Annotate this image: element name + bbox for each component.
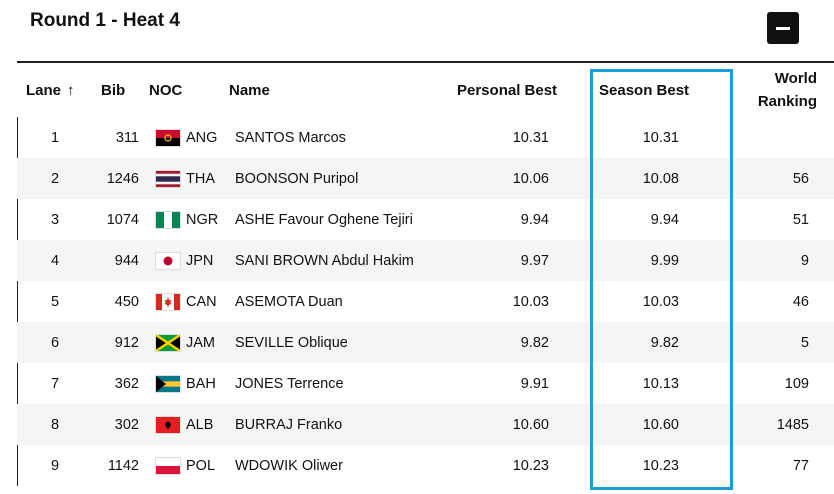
cell-lane: 6 — [50, 334, 60, 351]
albania-flag-icon — [156, 416, 180, 433]
cell-name[interactable]: ASEMOTA Duan — [235, 293, 343, 310]
table-row[interactable]: 2 1246 THA BOONSON Puripol 10.06 10.08 5… — [17, 158, 834, 199]
cell-noc: NGR — [156, 199, 218, 240]
cell-personal-best: 10.03 — [512, 293, 549, 310]
cell-season-best: 10.60 — [642, 416, 679, 433]
bahamas-flag-icon — [156, 375, 180, 392]
cell-name[interactable]: SEVILLE Oblique — [235, 334, 348, 351]
cell-bib: 944 — [114, 252, 139, 269]
cell-bib: 1142 — [107, 457, 139, 474]
cell-noc: THA — [156, 158, 215, 199]
cell-bib: 311 — [115, 129, 139, 146]
cell-season-best: 10.03 — [642, 293, 679, 310]
cell-noc: JPN — [156, 240, 213, 281]
cell-lane: 1 — [50, 129, 60, 146]
cell-season-best: 10.31 — [642, 129, 679, 146]
cell-season-best: 9.82 — [650, 334, 679, 351]
table-row[interactable]: 4 944 JPN SANI BROWN Abdul Hakim 9.97 9.… — [17, 240, 834, 281]
cell-lane: 7 — [50, 375, 60, 392]
table-row[interactable]: 3 1074 NGR ASHE Favour Oghene Tejiri 9.9… — [17, 199, 834, 240]
cell-season-best: 9.94 — [650, 211, 679, 228]
cell-noc: ANG — [156, 117, 217, 158]
column-header-world-ranking[interactable]: World Ranking — [757, 70, 817, 110]
cell-season-best: 10.23 — [642, 457, 679, 474]
table-row[interactable]: 6 912 JAM SEVILLE Oblique 9.82 9.82 5 — [17, 322, 834, 363]
angola-flag-icon — [156, 129, 180, 146]
cell-bib: 1246 — [106, 170, 139, 187]
cell-lane: 4 — [50, 252, 60, 269]
table-row[interactable]: 5 450 CAN ASEMOTA Duan 10.03 10.03 46 — [17, 281, 834, 322]
table-row[interactable]: 8 302 ALB BURRAJ Franko 10.60 10.60 1485 — [17, 404, 834, 445]
cell-season-best: 9.99 — [650, 252, 679, 269]
cell-season-best: 10.13 — [642, 375, 679, 392]
cell-world-ranking: 1485 — [776, 416, 809, 433]
cell-name[interactable]: BOONSON Puripol — [235, 170, 359, 187]
poland-flag-icon — [156, 457, 180, 474]
cell-name[interactable]: JONES Terrence — [235, 375, 344, 392]
column-header-personal-best[interactable]: Personal Best — [457, 81, 558, 99]
cell-personal-best: 9.97 — [520, 252, 549, 269]
arrow-up-icon: ↑ — [67, 81, 75, 99]
cell-world-ranking: 77 — [792, 457, 809, 474]
cell-personal-best: 9.94 — [520, 211, 549, 228]
cell-bib: 1074 — [106, 211, 139, 228]
cell-world-ranking: 109 — [784, 375, 809, 392]
cell-personal-best: 10.60 — [512, 416, 549, 433]
cell-bib: 362 — [114, 375, 139, 392]
cell-name[interactable]: SANTOS Marcos — [235, 129, 346, 146]
cell-world-ranking: 5 — [800, 334, 809, 351]
collapse-button[interactable] — [767, 12, 799, 44]
jamaica-flag-icon — [156, 334, 180, 351]
cell-world-ranking: 46 — [792, 293, 809, 310]
cell-personal-best: 10.06 — [512, 170, 549, 187]
cell-name[interactable]: ASHE Favour Oghene Tejiri — [235, 211, 413, 228]
table-row[interactable]: 1 311 ANG SANTOS Marcos 10.31 10.31 — [17, 117, 834, 158]
table-top-rule — [17, 61, 834, 63]
cell-season-best: 10.08 — [642, 170, 679, 187]
column-header-name[interactable]: Name — [229, 81, 270, 99]
results-table-body: 1 311 ANG SANTOS Marcos 10.31 10.31 2 12… — [17, 117, 834, 486]
cell-lane: 2 — [50, 170, 60, 187]
table-row[interactable]: 9 1142 POL WDOWIK Oliwer 10.23 10.23 77 — [17, 445, 834, 486]
cell-world-ranking: 56 — [792, 170, 809, 187]
cell-noc: POL — [156, 445, 215, 486]
column-header-bib[interactable]: Bib — [101, 81, 126, 99]
thailand-flag-icon — [156, 170, 180, 187]
cell-bib: 302 — [114, 416, 139, 433]
cell-lane: 8 — [50, 416, 60, 433]
cell-lane: 9 — [50, 457, 60, 474]
heat-title: Round 1 - Heat 4 — [30, 10, 180, 31]
cell-personal-best: 10.31 — [512, 129, 549, 146]
japan-flag-icon — [156, 252, 180, 269]
canada-flag-icon — [156, 293, 180, 310]
cell-name[interactable]: BURRAJ Franko — [235, 416, 343, 433]
cell-lane: 3 — [50, 211, 60, 228]
table-row[interactable]: 7 362 BAH JONES Terrence 9.91 10.13 109 — [17, 363, 834, 404]
column-header-season-best[interactable]: Season Best — [599, 81, 690, 99]
column-header-lane[interactable]: Lane ↑ — [26, 81, 75, 99]
minus-icon — [776, 26, 790, 30]
cell-noc: JAM — [156, 322, 215, 363]
table-header: Lane ↑ Bib NOC Name Personal Best Season… — [17, 63, 834, 117]
cell-world-ranking: 51 — [792, 211, 809, 228]
cell-personal-best: 9.82 — [520, 334, 549, 351]
cell-personal-best: 10.23 — [512, 457, 549, 474]
cell-noc: BAH — [156, 363, 216, 404]
column-header-noc[interactable]: NOC — [149, 81, 183, 99]
cell-name[interactable]: WDOWIK Oliwer — [235, 457, 343, 474]
cell-noc: ALB — [156, 404, 213, 445]
cell-personal-best: 9.91 — [520, 375, 549, 392]
cell-name[interactable]: SANI BROWN Abdul Hakim — [235, 252, 414, 269]
cell-world-ranking: 9 — [800, 252, 809, 269]
cell-lane: 5 — [50, 293, 60, 310]
cell-bib: 912 — [114, 334, 139, 351]
nigeria-flag-icon — [156, 211, 180, 228]
cell-noc: CAN — [156, 281, 217, 322]
cell-bib: 450 — [114, 293, 139, 310]
